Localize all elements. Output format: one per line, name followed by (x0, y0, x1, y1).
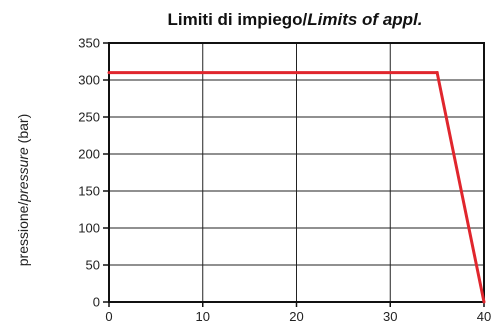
x-tick-label-0: 0 (105, 309, 112, 324)
y-tick-label-200: 200 (78, 147, 100, 162)
y-tick-label-150: 150 (78, 184, 100, 199)
y-axis-label-suffix: (bar) (15, 114, 31, 147)
series-0-point-0 (107, 71, 111, 75)
y-tick-label-300: 300 (78, 73, 100, 88)
series-0-point-2 (482, 300, 486, 304)
y-tick-label-250: 250 (78, 110, 100, 125)
tick-labels: 0 50 100 150 200 250 300 350 0 10 20 30 40 (78, 36, 491, 325)
axes (103, 42, 485, 307)
chart-title-main: Limiti di impiego/ (167, 10, 307, 29)
y-tick-label-100: 100 (78, 221, 100, 236)
y-axis-label: pressione/pressure (bar) (15, 114, 31, 267)
x-tick-label-10: 10 (196, 309, 210, 324)
y-tick-label-50: 50 (86, 258, 100, 273)
chart-title: Limiti di impiego/Limits of appl. (167, 10, 422, 29)
x-tick-label-40: 40 (477, 309, 491, 324)
x-tick-label-20: 20 (289, 309, 303, 324)
grid (109, 43, 484, 302)
y-axis-label-italic: pressure (15, 147, 31, 203)
y-tick-label-0: 0 (93, 295, 100, 310)
chart-title-italic: Limits of appl. (307, 10, 422, 29)
series-layer (107, 71, 486, 304)
y-axis-label-main: pressione/ (15, 202, 31, 267)
y-tick-label-350: 350 (78, 36, 100, 51)
series-0-point-1 (435, 71, 439, 75)
x-tick-label-30: 30 (383, 309, 397, 324)
